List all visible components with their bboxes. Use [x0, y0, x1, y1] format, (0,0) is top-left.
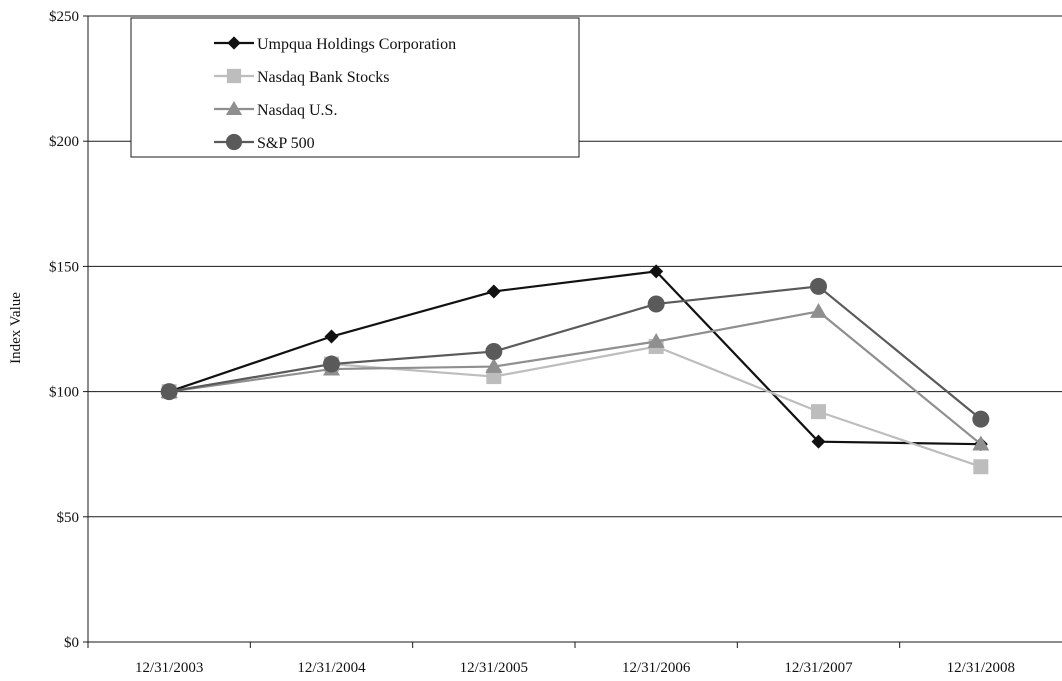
series-sandp-500: [160, 277, 990, 428]
x-axis-tick-label: 12/31/2005: [460, 660, 528, 676]
y-axis-tick-label: $250: [49, 9, 79, 25]
data-point-diamond: [649, 264, 664, 279]
data-point-circle: [972, 410, 990, 428]
legend-label: Nasdaq Bank Stocks: [257, 69, 389, 86]
series-nasdaq-bank-stocks: [161, 339, 989, 475]
y-axis-tick-labels: $0 $50 $100 $150 $200 $250: [49, 9, 79, 651]
x-axis-tick-label: 12/31/2008: [947, 660, 1015, 676]
legend-label: S&P 500: [257, 135, 315, 152]
legend-item-nasdaq-bank-stocks: Nasdaq Bank Stocks: [214, 68, 389, 86]
data-point-circle: [485, 343, 503, 361]
y-axis-tick-label: $0: [64, 635, 79, 651]
series: [160, 264, 990, 475]
legend-item-sandp-500: S&P 500: [214, 133, 315, 152]
legend-marker-diamond: [227, 36, 241, 50]
legend-marker-triangle: [225, 100, 243, 116]
legend-marker-circle: [225, 133, 243, 151]
data-point-diamond: [486, 284, 501, 299]
y-axis-tick-label: $200: [49, 134, 79, 150]
legend-marker-square: [226, 68, 242, 84]
data-point-triangle: [485, 358, 503, 373]
data-point-square: [811, 404, 826, 420]
data-point-diamond: [811, 434, 826, 449]
y-axis-title: Index Value: [8, 292, 24, 364]
series-line: [168, 285, 982, 420]
data-point-triangle: [647, 333, 665, 348]
series-line: [169, 310, 982, 446]
x-axis-tick-label: 12/31/2006: [622, 660, 691, 676]
y-axis-tick-label: $100: [49, 385, 79, 401]
y-axis-tick-label: $150: [49, 259, 79, 275]
x-axis-tick-label: 12/31/2004: [297, 660, 366, 676]
series-line: [168, 270, 981, 446]
data-point-triangle: [972, 435, 990, 451]
data-point-diamond: [324, 329, 339, 344]
series-line: [168, 345, 982, 468]
data-point-triangle: [810, 302, 827, 318]
data-point-circle: [810, 277, 827, 295]
series-umpqua-holdings-corporation: [162, 264, 988, 452]
x-axis-tick-labels: 12/31/2003 12/31/2004 12/31/2005 12/31/2006…: [135, 660, 1015, 676]
legend-box: [130, 17, 580, 158]
y-axis-tick-label: $50: [57, 510, 80, 526]
legend-item-umpqua-holdings-corporation: Umpqua Holdings Corporation: [214, 36, 456, 53]
x-axis-tick-label: 12/31/2003: [135, 660, 203, 676]
legend-item-nasdaq-u-s: Nasdaq U.S.: [214, 100, 337, 119]
legend-label: Umpqua Holdings Corporation: [257, 36, 456, 53]
x-axis-tick-label: 12/31/2007: [784, 660, 853, 676]
data-point-circle: [647, 295, 665, 313]
axes: [83, 15, 1062, 648]
data-point-circle: [323, 355, 340, 373]
legend-label: Nasdaq U.S.: [257, 102, 337, 119]
data-point-square: [973, 459, 989, 475]
legend: Umpqua Holdings Corporation Nasdaq Bank S…: [130, 17, 580, 158]
data-point-circle: [160, 383, 178, 401]
